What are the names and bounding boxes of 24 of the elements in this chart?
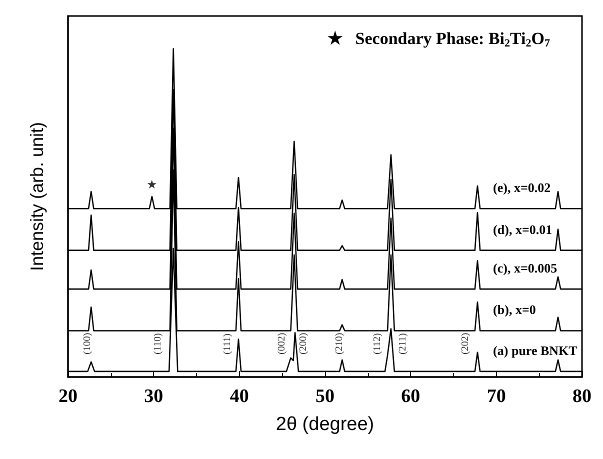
annotation: (210) [334,332,346,354]
series-label: (a) pure BNKT [493,342,578,358]
annotation: (202) [460,332,471,354]
series-label: (b), x=0 [493,302,536,318]
series-label: (c), x=0.005 [493,260,558,276]
series-label: (e), x=0.02 [493,180,551,196]
annotation: (110) [152,333,164,354]
annotation: (211) [397,333,408,354]
x-tick-label: 60 [401,386,420,407]
x-axis-title: 2θ (degree) [276,414,374,435]
annotation: (100) [82,332,94,354]
annotation: (200) [298,332,310,354]
annotation: (111) [222,334,233,354]
x-tick-label: 80 [572,386,592,407]
x-tick-label: 70 [486,386,506,407]
annotation: ★ [146,178,158,192]
x-tick-label: 30 [144,386,164,407]
x-tick-label: 40 [230,386,249,407]
x-tick-label: 50 [316,386,334,407]
annotation: (002) [276,332,288,354]
series-label: (d), x=0.01 [493,222,552,237]
annotation: (112) [372,333,383,354]
y-axis-title: Intensity (arb. unit) [27,122,47,272]
x-tick-label: 20 [58,386,78,407]
